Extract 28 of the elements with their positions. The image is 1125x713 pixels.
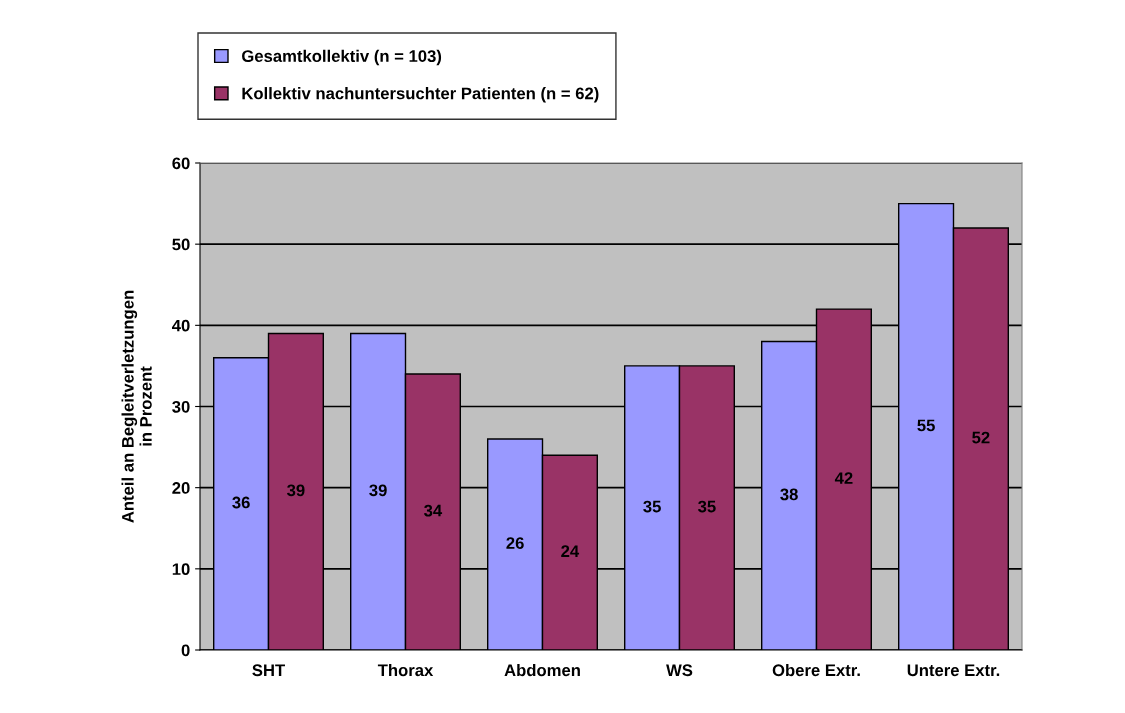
y-tick-label: 60 bbox=[172, 157, 190, 170]
data-label: 34 bbox=[424, 504, 443, 517]
data-label: 36 bbox=[232, 496, 250, 509]
y-tick-label: 40 bbox=[171, 319, 190, 332]
y-axis-title: Anteil an Begleitverletzungen in Prozent bbox=[121, 290, 152, 523]
y-tick-label: 30 bbox=[172, 400, 190, 413]
y-tick-label: 20 bbox=[172, 482, 190, 494]
data-label: 39 bbox=[287, 484, 305, 497]
data-label: 24 bbox=[561, 545, 580, 557]
legend-label: Gesamtkollektiv (n = 103) bbox=[242, 49, 442, 66]
data-label: 55 bbox=[917, 419, 935, 432]
y-tick-label: 50 bbox=[172, 238, 190, 251]
data-label: 26 bbox=[506, 537, 524, 549]
x-tick-label: SHT bbox=[252, 664, 285, 677]
y-tick-label: 0 bbox=[181, 644, 190, 657]
data-label: 38 bbox=[780, 488, 798, 501]
data-label: 52 bbox=[972, 431, 990, 444]
x-tick-label: Obere Extr. bbox=[772, 663, 860, 677]
x-tick-label: Abdomen bbox=[504, 663, 580, 677]
x-tick-label: WS bbox=[666, 664, 693, 677]
x-tick-label: Untere Extr. bbox=[907, 664, 1000, 677]
y-tick-label: 10 bbox=[172, 563, 190, 576]
x-tick-label: Thorax bbox=[377, 663, 434, 677]
data-label: 35 bbox=[643, 500, 661, 513]
data-label: 42 bbox=[834, 472, 853, 484]
data-label: 35 bbox=[698, 500, 716, 513]
data-label: 39 bbox=[369, 484, 387, 497]
legend-label: Kollektiv nachuntersuchter Patienten (n = 62) bbox=[242, 87, 599, 103]
